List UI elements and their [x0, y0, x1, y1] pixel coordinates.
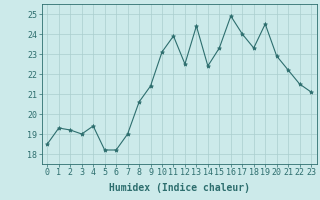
X-axis label: Humidex (Indice chaleur): Humidex (Indice chaleur) — [109, 183, 250, 193]
